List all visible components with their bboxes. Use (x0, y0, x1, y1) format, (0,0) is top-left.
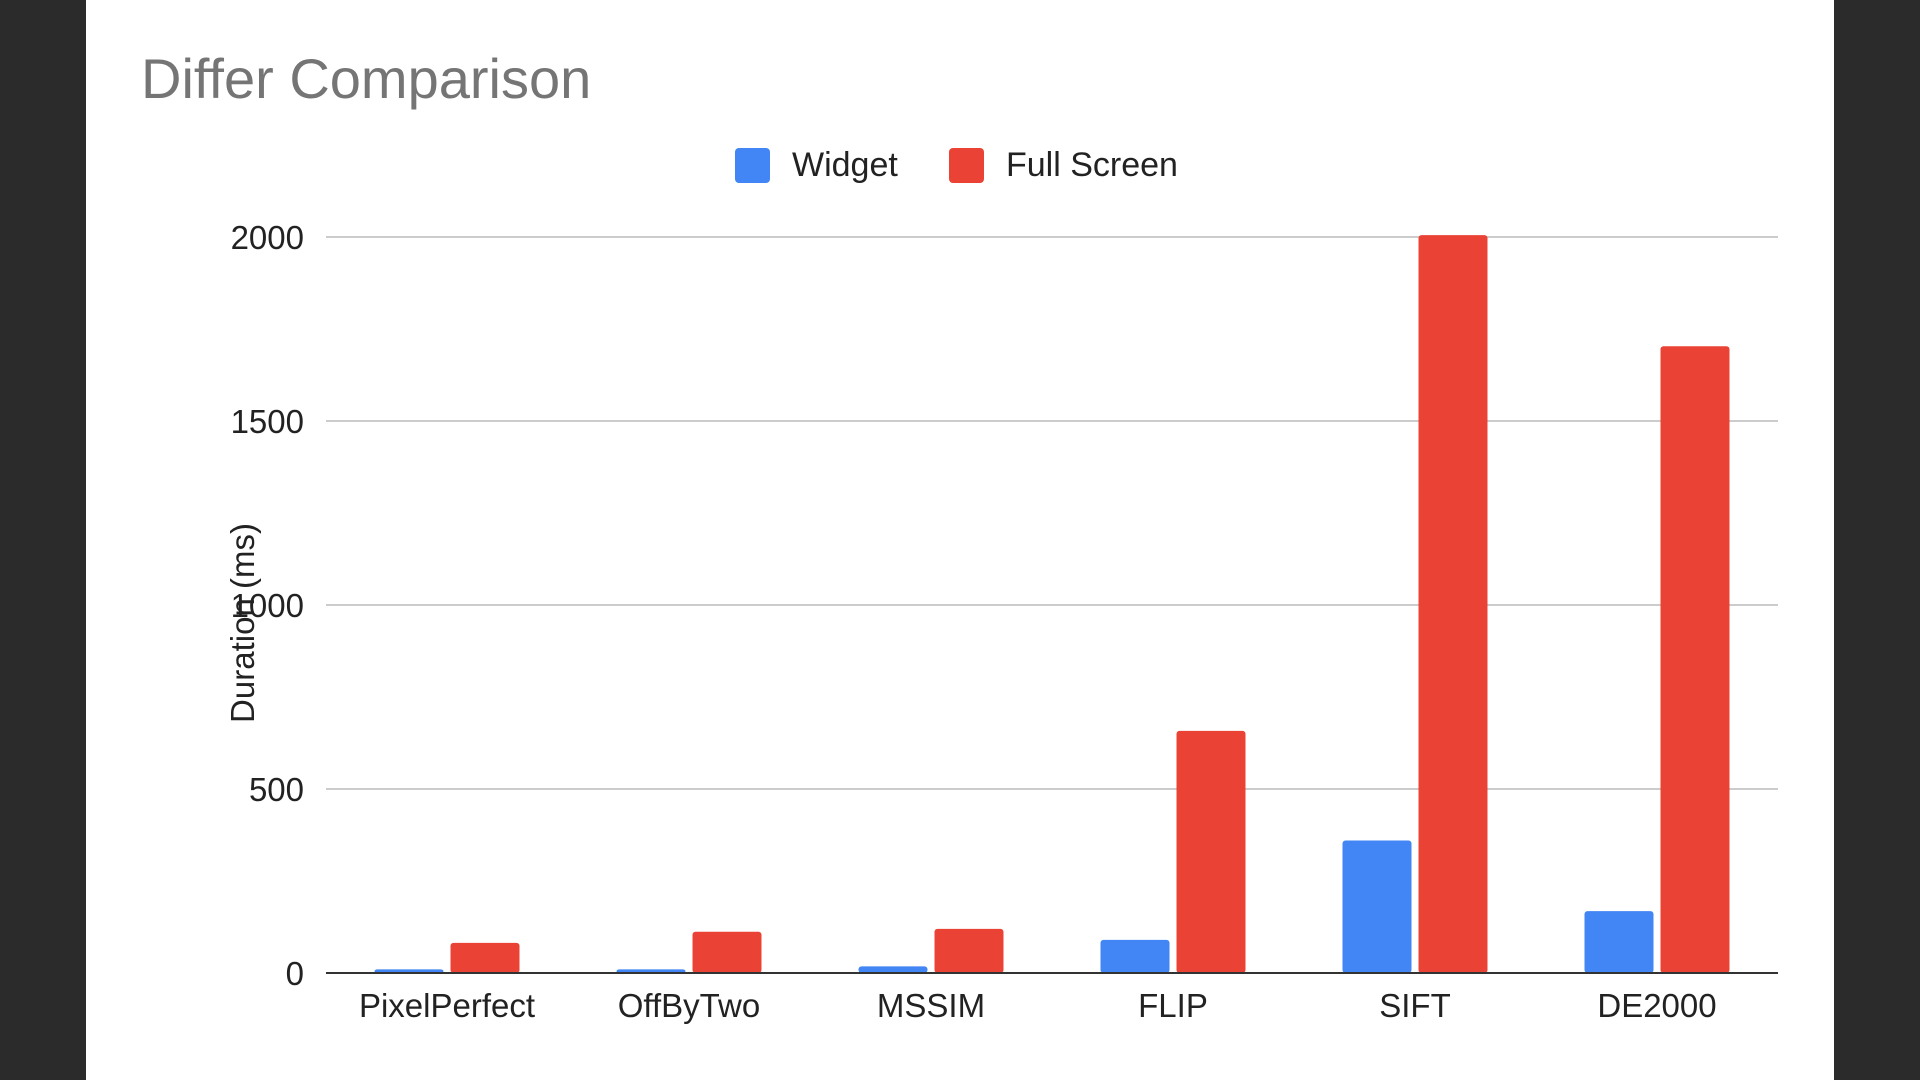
bar-widget-de2000[interactable] (1584, 911, 1654, 973)
bar-full-screen-sift[interactable] (1418, 235, 1488, 973)
legend-label-full-screen: Full Screen (1006, 145, 1178, 184)
y-axis-ticks: 0 500 1000 1500 2000 (231, 219, 304, 992)
bar-full-screen-pixelperfect[interactable] (450, 942, 520, 973)
x-axis-ticks: PixelPerfect OffByTwo MSSIM FLIP SIFT DE2000 (359, 987, 1717, 1024)
legend: Widget Full Screen (86, 140, 1834, 190)
x-tick-label: SIFT (1379, 987, 1451, 1024)
legend-swatch-full-screen (949, 147, 984, 183)
legend-swatch-widget (735, 147, 770, 183)
bar-full-screen-mssim[interactable] (934, 928, 1004, 973)
chart-panel: 0 500 1000 1500 2000 PixelPerfect OffByTwo MSS… (86, 0, 1834, 1080)
y-tick-label: 500 (249, 771, 304, 808)
bar-widget-flip[interactable] (1100, 939, 1170, 973)
chart-title: Differ Comparison (141, 47, 592, 110)
bar-full-screen-de2000[interactable] (1660, 346, 1730, 973)
bar-chart: 0 500 1000 1500 2000 PixelPerfect OffByTwo MSS… (231, 219, 1778, 1024)
y-tick-label: 1500 (231, 403, 304, 440)
y-tick-label: 0 (286, 955, 304, 992)
x-tick-label: FLIP (1138, 987, 1208, 1024)
bar-widget-sift[interactable] (1342, 840, 1412, 973)
bar-widget-mssim[interactable] (858, 966, 928, 973)
legend-item-widget[interactable]: Widget (735, 140, 898, 190)
legend-item-full-screen[interactable]: Full Screen (949, 140, 1178, 190)
bars (374, 235, 1730, 973)
gridlines (326, 236, 1778, 790)
x-tick-label: PixelPerfect (359, 987, 535, 1024)
legend-label-widget: Widget (792, 145, 898, 184)
x-tick-label: MSSIM (877, 987, 985, 1024)
y-tick-label: 2000 (231, 219, 304, 256)
y-tick-label: 1000 (231, 587, 304, 624)
x-tick-label: OffByTwo (618, 987, 760, 1024)
bar-full-screen-offbytwo[interactable] (692, 931, 762, 973)
x-tick-label: DE2000 (1597, 987, 1716, 1024)
bar-full-screen-flip[interactable] (1176, 730, 1246, 973)
y-axis-label: Duration (ms) (224, 523, 261, 723)
